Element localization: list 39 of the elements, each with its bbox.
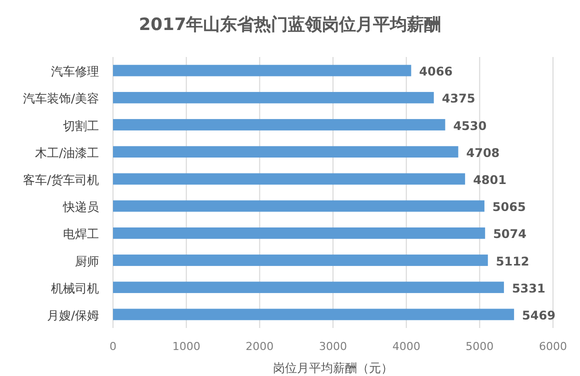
bar [113, 146, 458, 158]
data-label: 4708 [466, 146, 500, 160]
data-label: 5074 [493, 227, 526, 242]
x-tick-label: 1000 [172, 340, 200, 353]
bar [113, 119, 446, 130]
data-label: 5331 [512, 281, 546, 296]
y-tick-label: 机械司机 [51, 281, 99, 296]
chart-title: 2017年山东省热门蓝领岗位月平均薪酬 [138, 15, 442, 35]
x-tick-label: 6000 [539, 340, 567, 353]
y-tick-label: 木工/油漆工 [34, 146, 99, 160]
bar [113, 173, 466, 185]
y-tick-label: 客车/货车司机 [22, 172, 99, 187]
data-label: 4801 [473, 172, 506, 187]
bar [113, 64, 412, 76]
x-tick-label: 3000 [319, 340, 347, 353]
y-tick-label: 电焊工 [63, 227, 99, 242]
x-axis-title: 岗位月平均薪酬（元） [273, 361, 393, 375]
bar [113, 92, 434, 104]
x-tick-label: 4000 [392, 340, 420, 353]
x-tick-label: 5000 [466, 340, 494, 353]
x-tick-label: 0 [110, 340, 116, 353]
bar [113, 227, 486, 239]
y-tick-label: 厨师 [75, 254, 99, 268]
bar [113, 254, 488, 266]
y-tick-label: 汽车修理 [51, 64, 99, 79]
y-tick-label: 汽车装饰/美容 [22, 92, 99, 106]
data-label: 5065 [492, 200, 526, 214]
data-label: 5469 [522, 308, 556, 322]
bar [113, 308, 514, 320]
data-label: 4530 [453, 118, 487, 133]
data-label: 4066 [419, 64, 453, 79]
data-label: 5112 [496, 254, 530, 268]
data-label: 4375 [442, 92, 476, 106]
bar [113, 282, 504, 294]
bar [113, 200, 484, 212]
x-tick-label: 2000 [246, 340, 274, 353]
y-tick-label: 快递员 [62, 200, 99, 214]
y-tick-label: 切割工 [63, 118, 99, 133]
y-tick-label: 月嫂/保姆 [46, 308, 99, 322]
